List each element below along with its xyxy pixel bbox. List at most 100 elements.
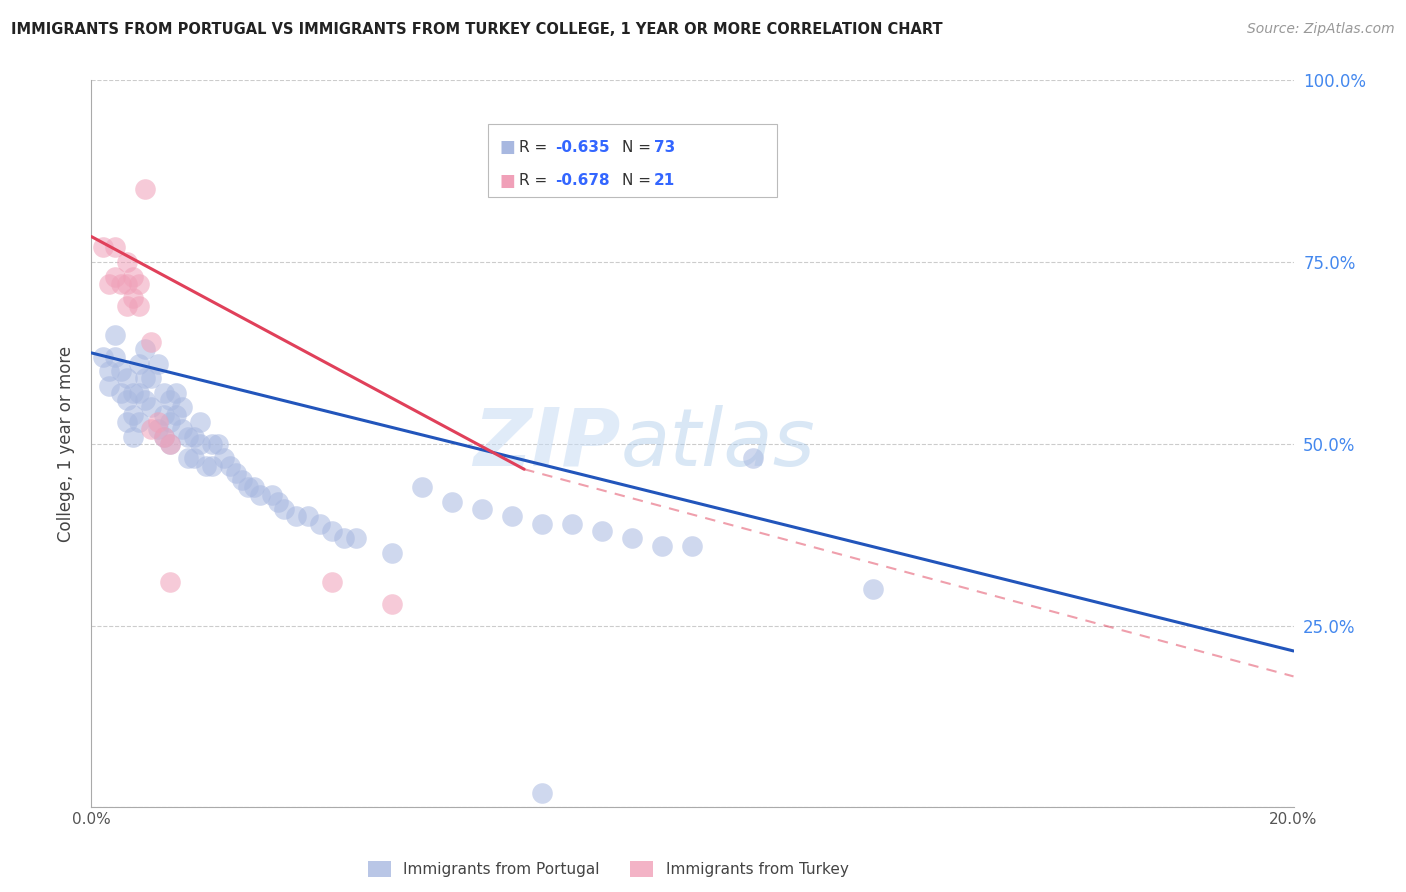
Point	[471, 502, 494, 516]
Text: ZIP: ZIP	[472, 405, 620, 483]
Point	[176, 429, 198, 443]
Point	[260, 488, 283, 502]
Point	[621, 531, 644, 545]
Point	[159, 415, 181, 429]
Point	[561, 516, 583, 531]
Point	[152, 385, 174, 400]
Point	[93, 240, 115, 254]
Y-axis label: College, 1 year or more: College, 1 year or more	[58, 346, 76, 541]
Point	[381, 546, 404, 560]
Point	[122, 408, 145, 422]
Point	[122, 385, 145, 400]
Point	[231, 473, 253, 487]
Point	[531, 516, 554, 531]
Point	[501, 509, 523, 524]
Point	[122, 292, 145, 306]
Point	[531, 786, 554, 800]
Point	[141, 334, 163, 349]
Point	[117, 371, 139, 385]
Point	[176, 451, 198, 466]
Point	[152, 408, 174, 422]
Point	[170, 422, 193, 436]
Point	[104, 327, 127, 342]
Point	[183, 451, 205, 466]
Point	[242, 480, 264, 494]
Point	[236, 480, 259, 494]
Point	[333, 531, 356, 545]
Point	[321, 524, 343, 538]
Point	[104, 240, 127, 254]
Point	[321, 574, 343, 589]
Text: N =: N =	[621, 140, 655, 154]
Point	[98, 277, 121, 291]
Point	[201, 437, 224, 451]
Text: IMMIGRANTS FROM PORTUGAL VS IMMIGRANTS FROM TURKEY COLLEGE, 1 YEAR OR MORE CORRE: IMMIGRANTS FROM PORTUGAL VS IMMIGRANTS F…	[11, 22, 943, 37]
Point	[381, 597, 404, 611]
Point	[411, 480, 433, 494]
Point	[122, 429, 145, 443]
Point	[134, 393, 156, 408]
Point	[141, 422, 163, 436]
Point	[212, 451, 235, 466]
Point	[104, 350, 127, 364]
Point	[297, 509, 319, 524]
Point	[141, 401, 163, 415]
Point	[117, 255, 139, 269]
Point	[128, 385, 150, 400]
Point	[117, 277, 139, 291]
Point	[134, 343, 156, 357]
Point	[98, 378, 121, 392]
Text: ■: ■	[499, 138, 515, 156]
Point	[308, 516, 330, 531]
Point	[249, 488, 271, 502]
Point	[651, 539, 673, 553]
Point	[159, 574, 181, 589]
Point	[681, 539, 703, 553]
Point	[110, 385, 132, 400]
Point	[128, 357, 150, 371]
Point	[188, 415, 211, 429]
Text: atlas: atlas	[620, 405, 815, 483]
Point	[134, 182, 156, 196]
Text: Source: ZipAtlas.com: Source: ZipAtlas.com	[1247, 22, 1395, 37]
Point	[110, 277, 132, 291]
Point	[273, 502, 295, 516]
Point	[152, 429, 174, 443]
Point	[141, 371, 163, 385]
Point	[440, 495, 463, 509]
Point	[98, 364, 121, 378]
Point	[165, 385, 187, 400]
Point	[117, 299, 139, 313]
Point	[159, 437, 181, 451]
Point	[152, 429, 174, 443]
Legend: Immigrants from Portugal, Immigrants from Turkey: Immigrants from Portugal, Immigrants fro…	[363, 855, 855, 883]
Point	[134, 371, 156, 385]
Point	[194, 458, 217, 473]
Point	[122, 269, 145, 284]
Text: ■: ■	[499, 171, 515, 190]
Point	[159, 393, 181, 408]
Point	[104, 269, 127, 284]
Point	[146, 422, 169, 436]
Point	[146, 415, 169, 429]
Point	[128, 299, 150, 313]
Point	[165, 408, 187, 422]
Point	[146, 357, 169, 371]
Text: N =: N =	[621, 173, 655, 188]
Point	[110, 364, 132, 378]
Point	[741, 451, 763, 466]
Point	[188, 437, 211, 451]
Point	[284, 509, 307, 524]
Point	[128, 277, 150, 291]
Text: 73: 73	[654, 140, 675, 154]
Point	[207, 437, 229, 451]
Point	[170, 401, 193, 415]
Point	[117, 415, 139, 429]
Point	[159, 437, 181, 451]
Point	[183, 429, 205, 443]
Point	[93, 350, 115, 364]
Text: R =: R =	[519, 173, 553, 188]
Point	[201, 458, 224, 473]
Point	[128, 415, 150, 429]
Text: 21: 21	[654, 173, 675, 188]
